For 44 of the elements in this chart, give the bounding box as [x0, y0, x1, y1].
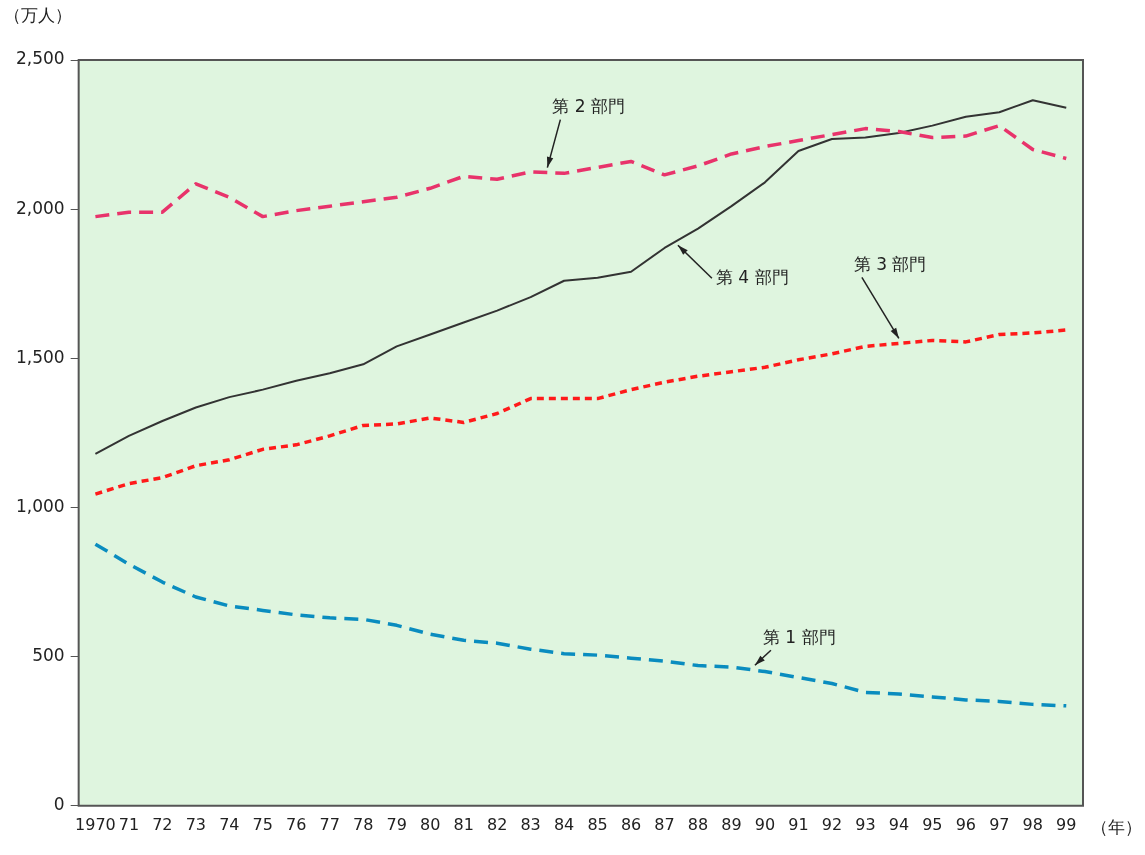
x-tick-label: 75 — [252, 814, 273, 834]
line-series — [93, 123, 1069, 219]
x-tick-label: 98 — [1022, 814, 1043, 834]
x-tick-label: 72 — [152, 814, 173, 834]
x-tick-label: 73 — [185, 814, 207, 834]
y-tick-label: 0 — [53, 794, 65, 815]
y-tick-label: 2,500 — [16, 48, 65, 69]
text: 第 2 部門 — [552, 96, 625, 117]
text: 第 4 部門 — [715, 266, 789, 287]
x-tick-label: 96 — [955, 814, 977, 834]
x-tick-label: 90 — [754, 814, 776, 834]
x-tick-label: 74 — [219, 814, 240, 834]
text: 第 3 部門 — [853, 253, 927, 274]
x-tick-label: 78 — [353, 814, 374, 834]
x-tick-label: 99 — [1056, 814, 1077, 834]
y-tick-label: 2,000 — [16, 197, 65, 218]
x-tick-label: 97 — [989, 814, 1010, 834]
x-tick-label: 89 — [721, 814, 742, 834]
x-tick-label: 80 — [420, 814, 441, 834]
x-tick-label: 76 — [286, 814, 307, 834]
x-tick-label: 82 — [486, 814, 508, 834]
x-tick-label: 94 — [888, 814, 910, 834]
x-tick-label: 87 — [654, 814, 675, 834]
x-tick-label: 79 — [386, 814, 407, 834]
x-tick-label: 77 — [319, 814, 340, 834]
y-tick-label: 1,000 — [16, 495, 65, 516]
line-series — [93, 542, 1069, 708]
x-tick-label: 85 — [587, 814, 608, 834]
x-tick-label: 1970 — [75, 814, 116, 834]
x-tick-label: 92 — [821, 814, 843, 834]
x-tick-label: 91 — [788, 814, 809, 834]
y-tick-label: 500 — [32, 645, 65, 666]
x-tick-label: 88 — [687, 814, 709, 834]
x-tick-label: 95 — [922, 814, 943, 834]
x-tick-label: 83 — [520, 814, 541, 834]
x-axis-title: （年） — [1091, 816, 1142, 837]
series-label: 第 1 部門 — [762, 626, 836, 647]
x-tick-label: 86 — [620, 814, 642, 834]
x-tick-label: 71 — [118, 814, 140, 834]
x-tick-label: 81 — [453, 814, 474, 834]
x-tick-label: 84 — [553, 814, 575, 834]
y-tick-label: 1,500 — [16, 346, 65, 367]
x-tick-label: 93 — [855, 814, 876, 834]
y-axis-title: （万人） — [4, 4, 72, 25]
